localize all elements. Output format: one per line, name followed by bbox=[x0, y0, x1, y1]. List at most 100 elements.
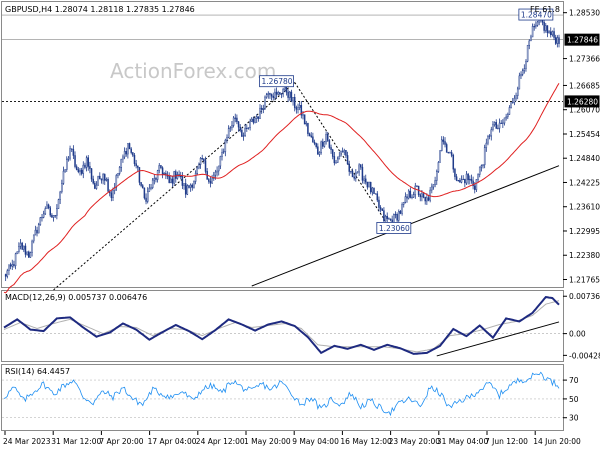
candle-body bbox=[399, 211, 402, 214]
candle-body bbox=[265, 94, 268, 98]
candle-body bbox=[31, 240, 33, 253]
candle-body bbox=[99, 175, 101, 179]
macd-main-line bbox=[3, 296, 560, 355]
candle-body bbox=[236, 117, 238, 122]
candle-body bbox=[85, 157, 88, 168]
candle-body bbox=[558, 37, 560, 44]
candle-body bbox=[459, 180, 461, 183]
candle-body bbox=[483, 147, 486, 166]
candle-body bbox=[310, 135, 312, 138]
candle-body bbox=[213, 174, 215, 179]
candle-body bbox=[264, 96, 266, 109]
candle-body bbox=[18, 246, 20, 252]
fib-label: FE 61.8 bbox=[530, 5, 560, 14]
candle-body bbox=[24, 245, 27, 255]
candle-body bbox=[422, 193, 425, 198]
swing-label-box bbox=[376, 222, 412, 234]
candle-body bbox=[153, 177, 156, 181]
candle-body bbox=[421, 193, 423, 198]
candle-body bbox=[100, 178, 103, 181]
x-tick-label: 14 Jun 20:00 bbox=[533, 437, 581, 446]
candle-body bbox=[548, 31, 550, 34]
candle-body bbox=[378, 199, 380, 208]
candle-body bbox=[242, 135, 245, 137]
candle-body bbox=[254, 118, 256, 123]
candle-body bbox=[411, 196, 413, 198]
candle-body bbox=[460, 179, 463, 183]
candle-body bbox=[333, 156, 336, 164]
price-tag: 1.27846 bbox=[567, 36, 598, 45]
candle-body bbox=[150, 187, 152, 189]
candle-body bbox=[57, 199, 60, 209]
candle-body bbox=[419, 194, 422, 198]
candle-body bbox=[437, 162, 440, 172]
candle-body bbox=[556, 37, 559, 44]
x-tick-label: 7 Jun 12:00 bbox=[485, 437, 528, 446]
candle-body bbox=[239, 126, 241, 131]
candle-body bbox=[34, 229, 37, 236]
macd-tick-label: 0.00 bbox=[569, 330, 586, 339]
candle-body bbox=[229, 127, 232, 129]
candle-body bbox=[536, 21, 539, 26]
candle-body bbox=[381, 208, 384, 211]
candle-body bbox=[298, 105, 301, 108]
candle-body bbox=[196, 167, 199, 174]
swing-label: 1.23060 bbox=[379, 224, 410, 233]
candle-body bbox=[445, 144, 448, 153]
candle-body bbox=[516, 88, 519, 97]
candle-body bbox=[19, 242, 22, 247]
price-tick-label: 1.22995 bbox=[569, 227, 600, 236]
macd-signal-line bbox=[3, 300, 560, 353]
candle-body bbox=[364, 178, 367, 183]
candle-body bbox=[520, 74, 522, 77]
macd-header: MACD(12,26,9) 0.005737 0.006476 bbox=[5, 293, 147, 302]
candle-body bbox=[87, 157, 89, 167]
candle-body bbox=[72, 149, 75, 156]
candle-body bbox=[148, 187, 151, 192]
macd-tick-label: 0.007366 bbox=[569, 292, 600, 301]
candle-body bbox=[193, 181, 195, 188]
candle-body bbox=[133, 154, 136, 164]
candle-body bbox=[440, 139, 443, 152]
candle-body bbox=[146, 191, 149, 202]
candle-body bbox=[69, 148, 71, 159]
candle-body bbox=[28, 251, 30, 258]
candle-body bbox=[326, 133, 329, 141]
candle-body bbox=[545, 25, 547, 31]
candle-body bbox=[61, 183, 63, 193]
candle-body bbox=[341, 151, 344, 153]
candle-body bbox=[475, 179, 478, 190]
candle-body bbox=[168, 176, 170, 183]
candle-body bbox=[104, 174, 106, 181]
candle-body bbox=[518, 75, 521, 90]
candle-body bbox=[232, 117, 235, 126]
candle-body bbox=[123, 151, 126, 158]
candle-body bbox=[247, 127, 250, 129]
candle-body bbox=[127, 143, 129, 155]
price-tick-label: 1.24225 bbox=[569, 178, 600, 187]
candle-body bbox=[222, 151, 225, 153]
candle-body bbox=[335, 162, 337, 164]
swing-label: 1.28470 bbox=[521, 11, 552, 20]
candle-body bbox=[488, 135, 491, 137]
candle-body bbox=[363, 178, 365, 181]
candle-body bbox=[82, 164, 85, 174]
candle-body bbox=[128, 143, 131, 150]
candle-body bbox=[302, 114, 304, 116]
candle-body bbox=[97, 175, 99, 186]
swing-label-box bbox=[259, 75, 294, 88]
price-labels: 1.28470 1.26780 1.23060 1.27846 1.26280 bbox=[259, 8, 600, 234]
candle-body bbox=[199, 157, 202, 165]
candle-body bbox=[444, 141, 446, 145]
candle-body bbox=[355, 172, 357, 179]
moving-average-series bbox=[3, 83, 560, 294]
candle-body bbox=[23, 245, 25, 250]
ma-line bbox=[3, 83, 560, 294]
rsi-tick-label: 70 bbox=[569, 376, 579, 385]
macd-panel-frame bbox=[1, 290, 564, 362]
candle-body bbox=[163, 172, 165, 175]
candle-body bbox=[318, 152, 321, 155]
candle-body bbox=[137, 165, 139, 168]
candle-body bbox=[138, 167, 141, 183]
candle-body bbox=[272, 95, 274, 98]
